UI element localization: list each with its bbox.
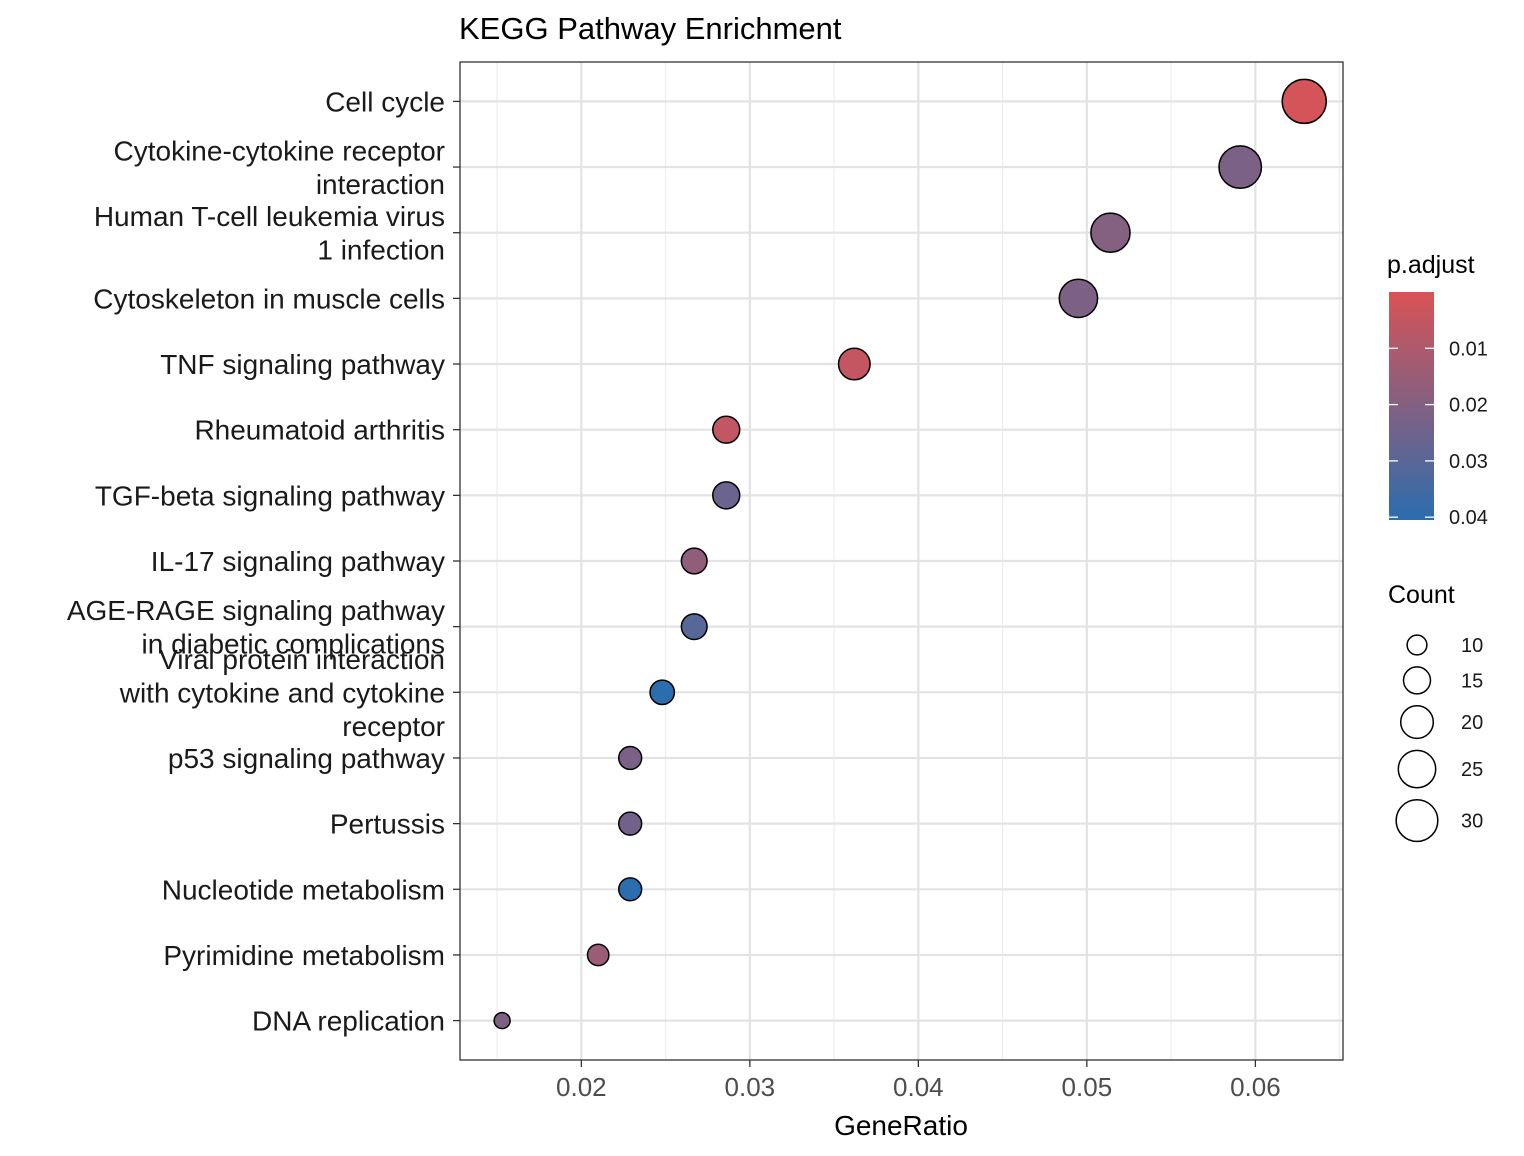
y-tick-label: Pyrimidine metabolism	[163, 940, 445, 971]
data-point	[1058, 278, 1099, 319]
data-point	[649, 679, 676, 706]
y-tick-label: Cytoskeleton in muscle cells	[93, 283, 445, 314]
p-adjust-legend: p.adjust 0.01 0.02 0.03 0.04	[1387, 251, 1488, 529]
size-legend-label: 20	[1461, 712, 1483, 734]
count-legend: Count 10 15 20 25 30	[1388, 581, 1483, 843]
y-tick-label: IL-17 signaling pathway	[151, 546, 445, 577]
p-adjust-legend-title: p.adjust	[1387, 251, 1475, 279]
colorbar-label: 0.04	[1449, 507, 1488, 529]
x-tick-label: 0.04	[893, 1072, 944, 1102]
size-legend-label: 30	[1461, 811, 1483, 833]
data-point	[586, 943, 610, 967]
size-legend-circle	[1397, 749, 1437, 789]
colorbar-label: 0.02	[1449, 395, 1488, 417]
data-point	[617, 745, 643, 771]
major-gridlines	[460, 62, 1343, 1060]
size-legend-label: 15	[1461, 670, 1483, 692]
size-legend-label: 25	[1461, 759, 1483, 781]
data-point	[712, 415, 741, 444]
size-legend-circle	[1395, 799, 1439, 843]
y-tick-label: Rheumatoid arthritis	[194, 415, 445, 446]
x-axis-title: GeneRatio	[834, 1110, 968, 1141]
p-adjust-colorbar	[1389, 292, 1434, 520]
data-point	[1218, 145, 1263, 190]
y-tick-label: in diabetic complications	[142, 628, 446, 659]
y-tick-label: TNF signaling pathway	[160, 349, 445, 380]
x-tick-label: 0.02	[556, 1072, 607, 1102]
x-tick-label: 0.06	[1230, 1072, 1281, 1102]
size-legend-circle	[1399, 705, 1435, 740]
chart-title: KEGG Pathway Enrichment	[459, 11, 842, 46]
data-point	[1281, 78, 1327, 125]
data-point	[680, 547, 708, 575]
y-tick-label: DNA replication	[252, 1006, 445, 1037]
y-tick-label: interaction	[316, 169, 445, 200]
y-tick-label: AGE-RAGE signaling pathway	[67, 595, 445, 626]
x-axis: 0.02 0.03 0.04 0.05 0.06	[556, 1060, 1281, 1102]
x-tick-label: 0.05	[1062, 1072, 1113, 1102]
y-tick-label: Human T-cell leukemia virus	[94, 201, 445, 232]
size-legend-label: 10	[1461, 635, 1483, 657]
colorbar-label: 0.03	[1449, 451, 1488, 473]
size-legend-circle	[1402, 666, 1432, 695]
size-legend-circle	[1406, 634, 1428, 656]
data-point	[617, 811, 643, 836]
data-points	[493, 78, 1327, 1030]
data-point	[680, 613, 708, 641]
y-tick-label: Cell cycle	[325, 86, 445, 117]
y-axis: Cell cycle Cytokine-cytokine receptorinte…	[67, 86, 460, 1037]
y-tick-label: receptor	[342, 711, 445, 742]
data-point	[1090, 212, 1131, 254]
y-tick-label: Pertussis	[330, 809, 445, 840]
y-tick-label: with cytokine and cytokine	[119, 677, 445, 708]
count-legend-title: Count	[1388, 581, 1455, 609]
y-tick-label: Viral protein interaction	[159, 644, 445, 675]
y-tick-label: Nucleotide metabolism	[162, 874, 445, 905]
y-tick-label: Cytokine-cytokine receptor	[114, 135, 445, 166]
x-tick-label: 0.03	[725, 1072, 776, 1102]
data-point	[837, 347, 871, 381]
data-point	[712, 481, 741, 510]
colorbar-label: 0.01	[1449, 338, 1488, 360]
y-tick-label: TGF-beta signaling pathway	[95, 480, 445, 511]
y-tick-label: 1 infection	[317, 235, 445, 266]
data-point	[617, 877, 643, 902]
y-tick-label: p53 signaling pathway	[168, 743, 445, 774]
data-point	[493, 1011, 511, 1030]
